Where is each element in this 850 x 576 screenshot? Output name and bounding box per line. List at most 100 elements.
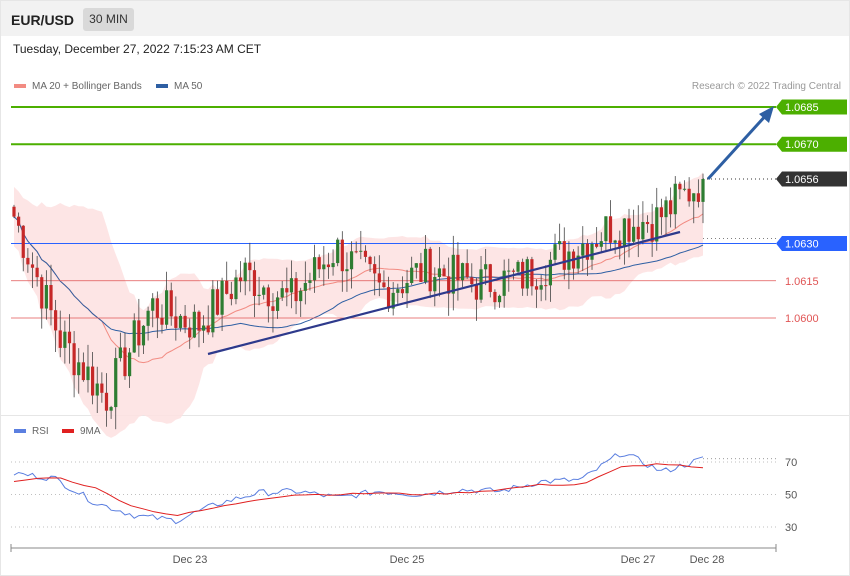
candle-body	[470, 277, 474, 285]
candle-body	[354, 251, 358, 253]
candle-body	[391, 292, 395, 309]
candle-body	[336, 239, 340, 264]
candle-body	[534, 286, 539, 290]
legend-9ma: 9MA	[62, 426, 101, 437]
timeframe-badge[interactable]: 30 MIN	[83, 8, 134, 31]
candle-body	[95, 383, 99, 396]
candle-body	[58, 330, 62, 348]
candle-body	[530, 259, 534, 287]
candle-body	[659, 207, 663, 218]
rsi-tick-label: 50	[785, 490, 797, 502]
level-label-1.0670: 1.0670	[785, 139, 819, 151]
candle-body	[696, 193, 700, 202]
level-tag-1.0630	[776, 236, 847, 252]
candle-body	[539, 285, 543, 290]
x-axis-label: Dec 25	[390, 554, 425, 566]
candle-body	[211, 289, 215, 333]
level-label-1.0656: 1.0656	[785, 174, 819, 186]
candle-body	[613, 240, 617, 243]
level-tag-1.0685	[776, 99, 847, 115]
candle-body	[460, 263, 465, 281]
candle-body	[220, 280, 224, 315]
candle-body	[511, 270, 516, 272]
candle-body	[359, 250, 363, 252]
projection-arrow-head	[759, 106, 774, 123]
candle-body	[123, 347, 127, 377]
level-tag-1.0656	[776, 171, 847, 187]
level-label-1.0630: 1.0630	[785, 239, 819, 251]
legend-rsi-label: RSI	[32, 426, 49, 437]
candle-body	[275, 297, 280, 311]
legend-ma50-swatch	[156, 84, 168, 89]
candle-body	[484, 264, 488, 270]
candle-body	[608, 216, 613, 243]
candle-body	[266, 287, 270, 307]
rsi-line	[13, 453, 704, 525]
candle-body	[206, 325, 210, 333]
candle-body	[188, 327, 192, 338]
candle-body	[585, 243, 589, 260]
support-trendline	[207, 230, 681, 356]
candle-body	[502, 270, 506, 296]
candle-body	[248, 262, 252, 271]
candle-body	[650, 224, 654, 242]
rsi-9ma-line	[13, 463, 704, 517]
candle-body	[229, 293, 233, 300]
candle-body	[553, 244, 557, 260]
candle-body	[54, 310, 58, 331]
instrument-pair: EUR/USD	[11, 12, 75, 28]
candle-body	[419, 263, 423, 282]
candle-body	[678, 183, 682, 190]
candle-body	[12, 206, 16, 217]
candle-body	[645, 221, 650, 225]
candle-body	[114, 358, 118, 408]
x-axis-label: Dec 27	[621, 554, 656, 566]
candle-body	[641, 221, 645, 240]
candle-body	[17, 216, 21, 226]
panel-separator	[1, 415, 849, 416]
candle-body	[525, 259, 529, 289]
candle-body	[164, 290, 169, 325]
credit-text: Research © 2022 Trading Central	[691, 81, 841, 92]
candle-body	[21, 225, 25, 258]
candle-body	[423, 248, 428, 282]
candle-body	[618, 240, 622, 248]
candle-body	[331, 263, 335, 268]
candle-body	[155, 298, 159, 318]
candle-body	[234, 277, 238, 300]
candle-body	[141, 325, 146, 346]
x-axis-label: Dec 23	[173, 554, 208, 566]
candle-body	[516, 261, 520, 272]
candle-body	[655, 207, 659, 242]
timestamp: Tuesday, December 27, 2022 7:15:23 AM CE…	[13, 42, 262, 56]
candle-body	[151, 298, 155, 311]
candle-body	[183, 315, 187, 328]
candle-body	[414, 263, 418, 268]
candle-body	[451, 254, 455, 294]
candle-body	[77, 362, 81, 376]
candle-body	[262, 287, 266, 295]
candle-body	[322, 264, 326, 270]
candle-body	[465, 263, 469, 278]
candle-body	[280, 288, 284, 298]
legend-ma50: MA 50	[156, 81, 202, 92]
level-label-1.0600: 1.0600	[785, 313, 819, 325]
candle-body	[72, 343, 76, 376]
candle-body	[673, 183, 677, 215]
candle-body	[257, 294, 261, 296]
legend-ma20-swatch	[14, 84, 26, 89]
candle-body	[132, 320, 136, 353]
candle-body	[349, 251, 354, 270]
candle-body	[507, 270, 511, 272]
candle-body	[627, 218, 631, 242]
legend-ma20-label: MA 20 + Bollinger Bands	[32, 81, 142, 92]
candle-body	[433, 277, 437, 292]
candle-body	[373, 264, 377, 274]
candle-body	[558, 241, 562, 245]
candle-body	[377, 273, 381, 283]
candle-body	[682, 188, 687, 190]
candle-body	[201, 325, 206, 331]
legend-rsi-swatch	[14, 429, 26, 434]
candle-body	[562, 241, 566, 270]
